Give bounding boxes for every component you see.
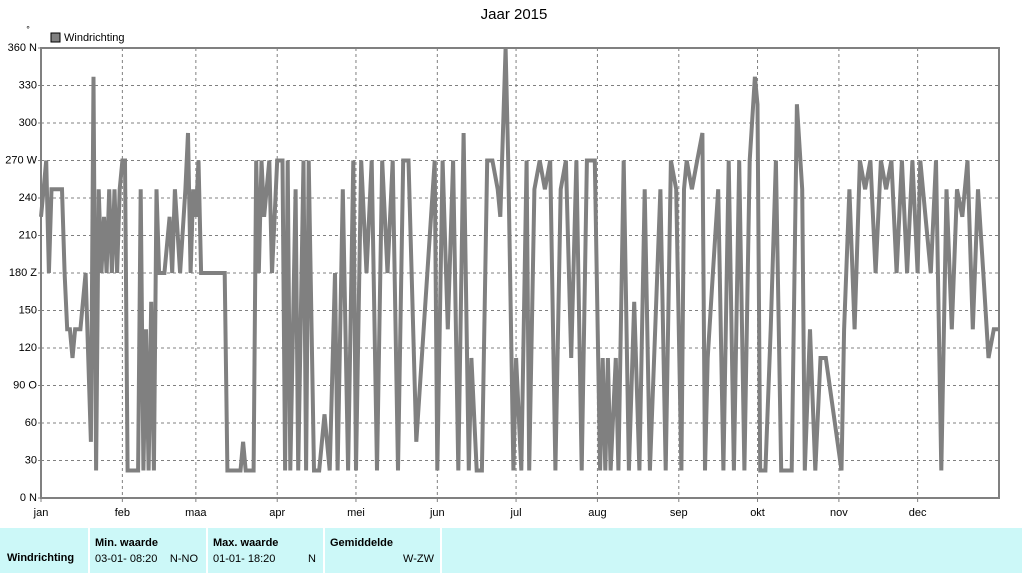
y-tick-label: 360 N [8, 42, 37, 54]
x-tick-label: dec [909, 507, 927, 519]
plot-border [40, 47, 1000, 499]
chart-title: Jaar 2015 [481, 6, 548, 23]
x-tick-label: apr [269, 507, 285, 519]
x-tick-label: jun [429, 507, 445, 519]
y-axis-label: ° [26, 24, 30, 34]
x-tick-label: jan [33, 507, 49, 519]
table-header: Max. waarde [213, 537, 278, 549]
table-row-label: Windrichting [7, 552, 74, 564]
x-tick-label: aug [588, 507, 606, 519]
y-tick-label: 150 [19, 304, 37, 316]
legend-swatch [50, 32, 61, 43]
x-tick-label: jul [510, 507, 522, 519]
table-cell: W-ZW [403, 553, 435, 565]
table-cell: N [308, 553, 316, 565]
y-tick-label: 330 [19, 79, 37, 91]
y-tick-label: 90 O [13, 379, 37, 391]
y-tick-label: 30 [25, 454, 37, 466]
table-header: Min. waarde [95, 537, 158, 549]
y-tick-label: 180 Z [9, 267, 37, 279]
data-line [39, 47, 999, 473]
table-header: Gemiddelde [330, 537, 393, 549]
table-cell: N-NO [170, 553, 199, 565]
legend-label: Windrichting [64, 32, 125, 44]
stats-table-bg [0, 528, 1022, 573]
y-tick-label: 120 [19, 342, 37, 354]
x-tick-label: mei [347, 507, 365, 519]
x-tick-label: nov [830, 507, 848, 519]
x-tick-label: sep [670, 507, 688, 519]
y-tick-label: 300 [19, 117, 37, 129]
table-cell: 01-01- 18:20 [213, 553, 275, 565]
y-tick-label: 60 [25, 417, 37, 429]
table-cell: 03-01- 08:20 [95, 553, 157, 565]
y-tick-label: 240 [19, 192, 37, 204]
x-tick-label: feb [115, 507, 130, 519]
y-tick-label: 270 W [5, 154, 37, 166]
y-tick-label: 210 [19, 229, 37, 241]
x-tick-label: okt [750, 507, 765, 519]
y-tick-label: 0 N [20, 492, 37, 504]
x-tick-label: maa [185, 507, 207, 519]
